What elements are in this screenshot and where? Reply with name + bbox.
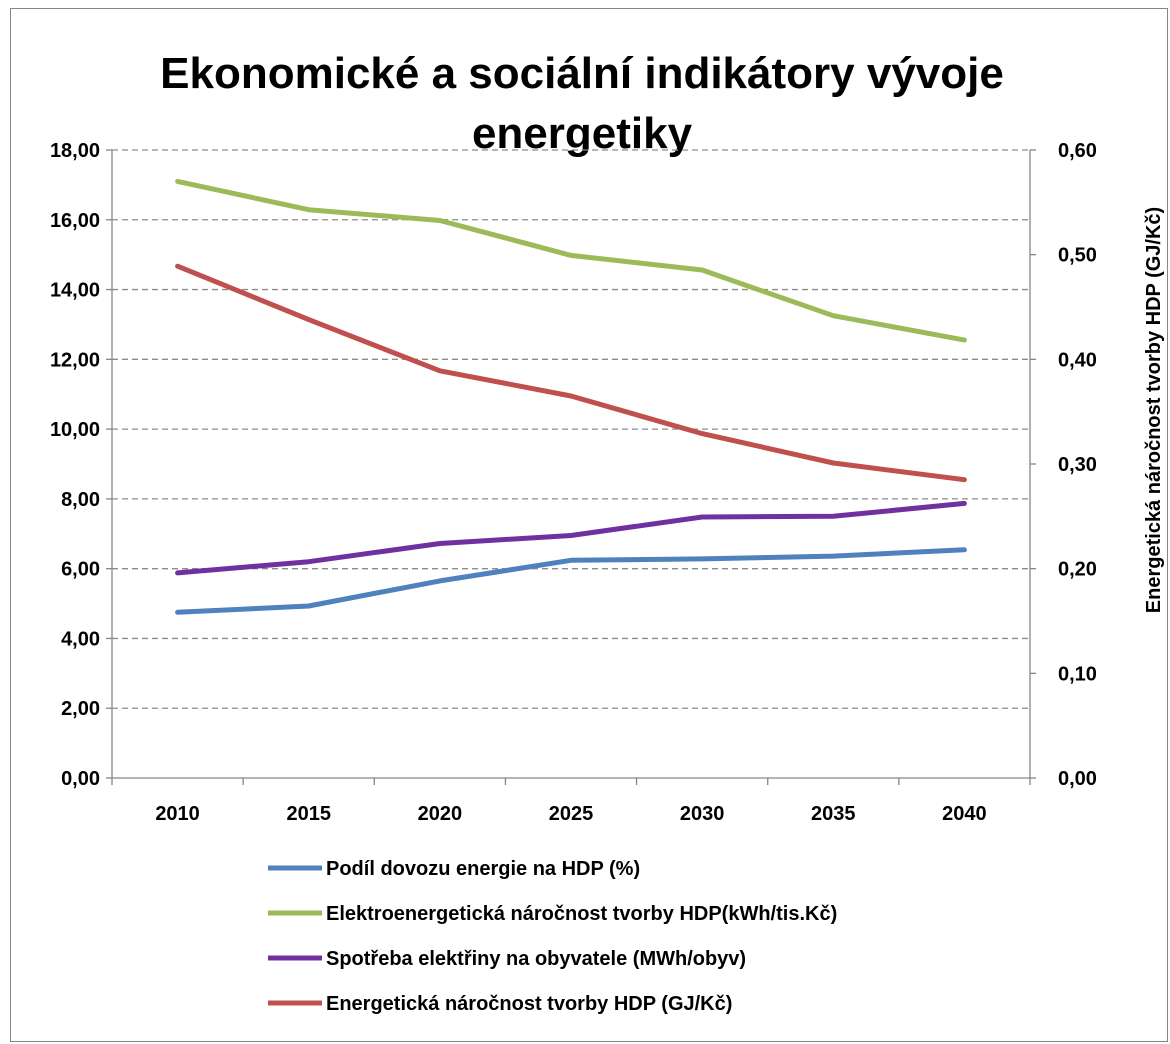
left-tick-label: 0,00 bbox=[61, 768, 100, 790]
right-axis-ticks: 0,00 0,10 0,20 0,30 0,40 0,50 0,60 bbox=[1030, 140, 1097, 790]
right-tick-label: 0,20 bbox=[1058, 559, 1097, 581]
x-tick-label: 2040 bbox=[942, 803, 987, 825]
right-tick-label: 0,50 bbox=[1058, 245, 1097, 267]
series-lines bbox=[175, 178, 967, 615]
x-tick-label: 2010 bbox=[155, 803, 200, 825]
x-tick-label: 2020 bbox=[418, 803, 463, 825]
legend-label: Spotřeba elektřiny na obyvatele (MWh/oby… bbox=[326, 948, 746, 970]
series-line bbox=[175, 500, 967, 576]
right-tick-label: 0,10 bbox=[1058, 663, 1097, 685]
axes bbox=[111, 150, 1031, 779]
x-axis-ticks: 2010 2015 2020 2025 2030 2035 2040 bbox=[111, 778, 1031, 825]
x-tick-label: 2025 bbox=[549, 803, 594, 825]
left-tick-label: 14,00 bbox=[50, 280, 100, 302]
chart-frame bbox=[10, 8, 1168, 1042]
legend-label: Energetická náročnost tvorby HDP (GJ/Kč) bbox=[326, 993, 732, 1015]
left-tick-label: 12,00 bbox=[50, 349, 100, 371]
series-line bbox=[175, 547, 967, 615]
legend: Podíl dovozu energie na HDP (%) Elektroen… bbox=[268, 858, 837, 1015]
series-line bbox=[175, 263, 967, 483]
right-axis-title: Energetická náročnost tvorby HDP (GJ/Kč) bbox=[1143, 207, 1165, 613]
left-tick-label: 10,00 bbox=[50, 419, 100, 441]
left-axis-ticks: 0,00 2,00 4,00 6,00 8,00 10,00 12,00 14,00 16,00… bbox=[50, 140, 112, 790]
right-tick-label: 0,00 bbox=[1058, 768, 1097, 790]
chart-title-line-1: Ekonomické a sociální indikátory vývoje bbox=[160, 49, 1004, 98]
x-tick-label: 2030 bbox=[680, 803, 725, 825]
series-line bbox=[175, 178, 967, 343]
left-tick-label: 2,00 bbox=[61, 698, 100, 720]
left-tick-label: 16,00 bbox=[50, 210, 100, 232]
right-tick-label: 0,30 bbox=[1058, 454, 1097, 476]
gridlines bbox=[112, 149, 1030, 709]
left-tick-label: 6,00 bbox=[61, 559, 100, 581]
legend-label: Podíl dovozu energie na HDP (%) bbox=[326, 858, 640, 880]
legend-label: Elektroenergetická náročnost tvorby HDP(… bbox=[326, 903, 837, 925]
left-tick-label: 4,00 bbox=[61, 628, 100, 650]
right-tick-label: 0,60 bbox=[1058, 140, 1097, 162]
x-tick-label: 2015 bbox=[286, 803, 331, 825]
right-tick-label: 0,40 bbox=[1058, 349, 1097, 371]
x-tick-label: 2035 bbox=[811, 803, 856, 825]
left-tick-label: 18,00 bbox=[50, 140, 100, 162]
left-tick-label: 8,00 bbox=[61, 489, 100, 511]
